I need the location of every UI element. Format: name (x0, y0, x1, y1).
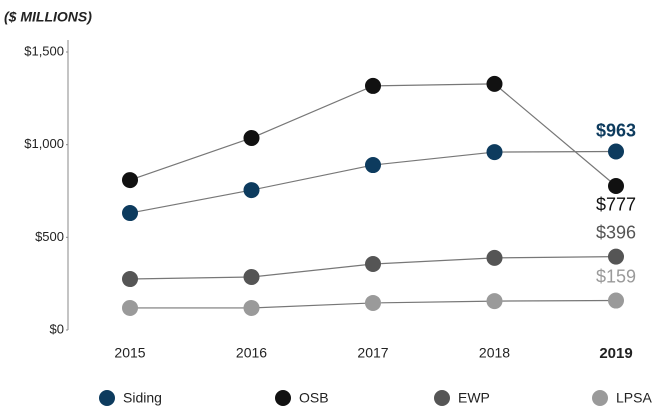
data-point (608, 143, 624, 160)
data-point (243, 299, 260, 316)
data-label: $963 (596, 120, 636, 140)
x-tick-label: 2019 (599, 345, 632, 362)
legend-swatch (99, 390, 115, 406)
chart-subtitle: ($ MILLIONS) (4, 9, 92, 25)
data-point (122, 205, 138, 222)
legend-swatch (434, 390, 450, 406)
data-label: $396 (596, 222, 636, 242)
data-point (122, 172, 138, 189)
data-point (486, 293, 503, 310)
x-tick-label: 2018 (479, 345, 510, 361)
data-point (243, 182, 260, 199)
data-point (486, 75, 503, 92)
legend-label: EWP (458, 390, 490, 406)
data-point (365, 157, 381, 174)
data-point (243, 129, 260, 146)
data-point (608, 177, 624, 194)
data-point (243, 268, 260, 285)
data-point (608, 292, 624, 309)
data-point (608, 248, 624, 265)
legend-label: LPSA (616, 390, 652, 406)
x-tick-label: 2015 (114, 345, 145, 361)
data-point (122, 271, 138, 288)
data-point (365, 77, 381, 94)
y-tick-label: $1,500 (24, 43, 64, 58)
data-label: $159 (596, 266, 636, 286)
legend-swatch (592, 390, 608, 406)
data-point (365, 256, 381, 273)
y-tick-label: $0 (50, 321, 64, 336)
legend-label: Siding (123, 390, 162, 406)
x-tick-label: 2016 (236, 345, 267, 361)
legend-swatch (275, 390, 291, 406)
data-point (486, 144, 503, 161)
legend-label: OSB (299, 390, 329, 406)
data-label: $777 (596, 195, 636, 215)
x-tick-label: 2017 (357, 345, 388, 361)
y-tick-label: $1,000 (24, 136, 64, 151)
data-point (122, 299, 138, 316)
data-point (365, 294, 381, 311)
y-tick-label: $500 (35, 229, 64, 244)
data-point (486, 249, 503, 266)
